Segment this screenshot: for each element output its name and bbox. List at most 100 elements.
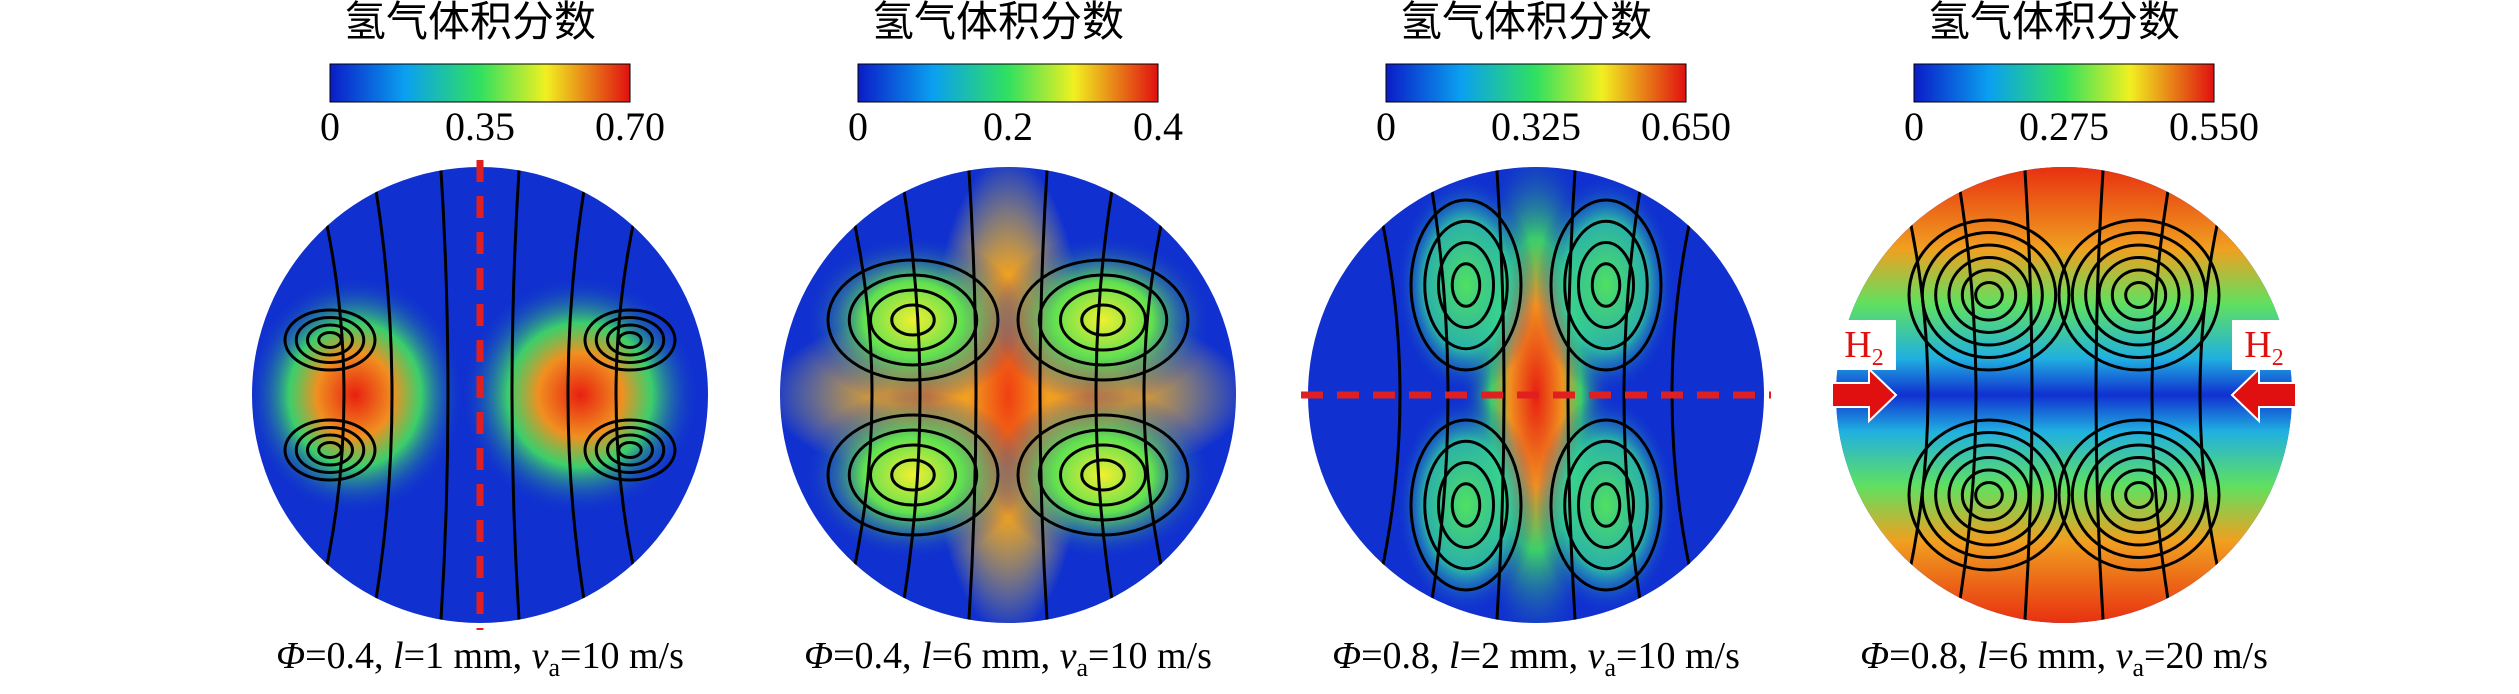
caption-part: =10 m/s bbox=[1616, 635, 1740, 677]
streamline bbox=[510, 167, 522, 623]
field bbox=[803, 390, 1023, 560]
streamline bbox=[1974, 281, 2004, 309]
streamline bbox=[1577, 461, 1635, 549]
caption-part: l bbox=[1449, 635, 1460, 677]
streamline bbox=[869, 443, 957, 507]
inlet-label-sub: 2 bbox=[2272, 345, 2284, 371]
field bbox=[1536, 175, 1676, 395]
field-clip bbox=[252, 167, 708, 623]
panel: 氢气体积分数 0 0.325 0.650 Φ=0.8, l=2 mm, va=10 m/… bbox=[1301, 0, 1771, 682]
streamline bbox=[283, 308, 377, 372]
streamline bbox=[1059, 288, 1147, 352]
colorbar-tick-label: 0.650 bbox=[1641, 104, 1731, 149]
streamline bbox=[1907, 418, 2071, 572]
field bbox=[993, 235, 1213, 405]
streamline bbox=[1450, 262, 1482, 308]
inlet-label-box bbox=[2232, 320, 2296, 370]
streamline bbox=[2110, 468, 2168, 522]
colorbar-tick-label: 0.325 bbox=[1491, 104, 1581, 149]
caption-part: =10 m/s bbox=[560, 635, 684, 677]
caption-part: v bbox=[532, 635, 549, 677]
streamline bbox=[1409, 198, 1523, 372]
streamline bbox=[1423, 219, 1509, 351]
colorbar bbox=[857, 63, 1159, 103]
colorbar bbox=[1385, 63, 1687, 103]
streamline bbox=[2097, 256, 2181, 334]
colorbar-tick-label: 0 bbox=[1904, 104, 1924, 149]
colorbar-tick-label: 0.550 bbox=[2169, 104, 2259, 149]
colorbar-tick-label: 0.4 bbox=[1133, 104, 1183, 149]
caption-part: Φ bbox=[276, 635, 305, 677]
streamline bbox=[1563, 219, 1649, 351]
caption-part: =6 mm, bbox=[932, 635, 1060, 677]
colorbar-tick-label: 0.35 bbox=[445, 104, 515, 149]
streamline bbox=[1590, 262, 1622, 308]
field bbox=[803, 235, 1023, 405]
streamline bbox=[306, 433, 354, 467]
colorbar-tick-label: 0.70 bbox=[595, 104, 665, 149]
flow-field bbox=[252, 160, 708, 630]
field-clip bbox=[780, 167, 1236, 623]
streamline bbox=[606, 323, 654, 357]
caption-part: l bbox=[393, 635, 404, 677]
streamline bbox=[1080, 458, 1126, 492]
field bbox=[1396, 395, 1536, 615]
caption: Φ=0.4, l=1 mm, va=10 m/s bbox=[276, 635, 684, 682]
caption-part: v bbox=[1588, 635, 1605, 677]
streamline bbox=[1423, 439, 1509, 571]
flow-field bbox=[1301, 167, 1771, 623]
flow-field bbox=[780, 167, 1236, 623]
colorbar-tick-label: 0 bbox=[1376, 104, 1396, 149]
field bbox=[252, 275, 465, 515]
streamline bbox=[294, 426, 366, 474]
caption-part: =20 m/s bbox=[2144, 635, 2268, 677]
streamline bbox=[1080, 303, 1126, 337]
colorbar bbox=[329, 63, 631, 103]
streamline bbox=[1563, 439, 1649, 571]
caption-part: l bbox=[921, 635, 932, 677]
streamline bbox=[1974, 481, 2004, 509]
streamline bbox=[438, 167, 450, 623]
streamline bbox=[890, 458, 936, 492]
streamline bbox=[1059, 443, 1147, 507]
colorbar-title: 氢气体积分数 bbox=[872, 0, 1124, 46]
streamline bbox=[1947, 256, 2031, 334]
caption-part: Φ bbox=[1860, 635, 1889, 677]
caption-part: a bbox=[1076, 653, 1088, 682]
inlet-label: H2 bbox=[1844, 324, 1883, 371]
caption-part: l bbox=[1977, 635, 1988, 677]
streamline bbox=[2150, 167, 2176, 623]
caption-part: v bbox=[2116, 635, 2133, 677]
streamline bbox=[896, 167, 922, 623]
colorbar-tick-label: 0.2 bbox=[983, 104, 1033, 149]
caption-part: =10 m/s bbox=[1088, 635, 1212, 677]
streamline bbox=[1437, 241, 1495, 329]
field bbox=[1836, 167, 2292, 623]
streamline bbox=[1947, 456, 2031, 534]
caption: Φ=0.8, l=2 mm, va=10 m/s bbox=[1332, 635, 1740, 682]
streamline bbox=[1622, 167, 1648, 623]
streamline bbox=[2124, 481, 2154, 509]
streamline bbox=[294, 316, 366, 364]
streamline bbox=[1549, 198, 1663, 372]
streamline bbox=[1494, 167, 1506, 623]
caption-part: =6 mm, bbox=[1988, 635, 2116, 677]
caption: Φ=0.8, l=6 mm, va=20 m/s bbox=[1860, 635, 2268, 682]
streamline bbox=[1934, 243, 2044, 347]
streamline bbox=[1960, 468, 2018, 522]
inlet-label-box bbox=[1832, 320, 1896, 370]
caption-part: =1 mm, bbox=[404, 635, 532, 677]
streamline bbox=[583, 308, 677, 372]
streamline bbox=[1590, 482, 1622, 528]
panel: 氢气体积分数 0 0.2 0.4 Φ=0.4, l=6 mm, va=10 m/s bbox=[780, 0, 1236, 682]
colorbar-title: 氢气体积分数 bbox=[344, 0, 596, 46]
streamline bbox=[869, 288, 957, 352]
field bbox=[460, 275, 700, 515]
streamline bbox=[1094, 167, 1120, 623]
streamline bbox=[1952, 167, 1978, 623]
streamline bbox=[594, 426, 666, 474]
streamline bbox=[2094, 167, 2106, 623]
caption-part: a bbox=[1604, 653, 1616, 682]
streamline bbox=[1038, 167, 1050, 623]
